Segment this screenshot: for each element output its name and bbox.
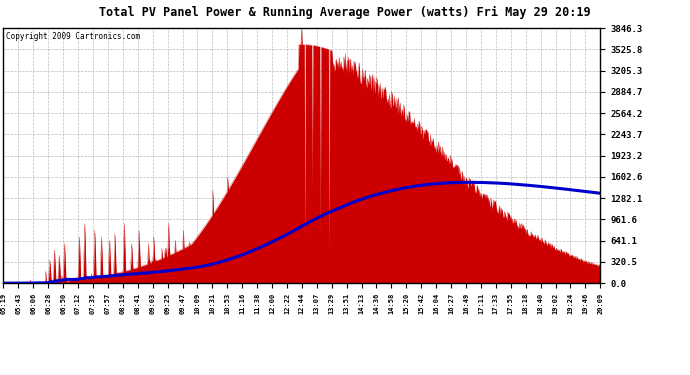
Text: Copyright 2009 Cartronics.com: Copyright 2009 Cartronics.com — [6, 32, 141, 41]
Text: Total PV Panel Power & Running Average Power (watts) Fri May 29 20:19: Total PV Panel Power & Running Average P… — [99, 6, 591, 19]
